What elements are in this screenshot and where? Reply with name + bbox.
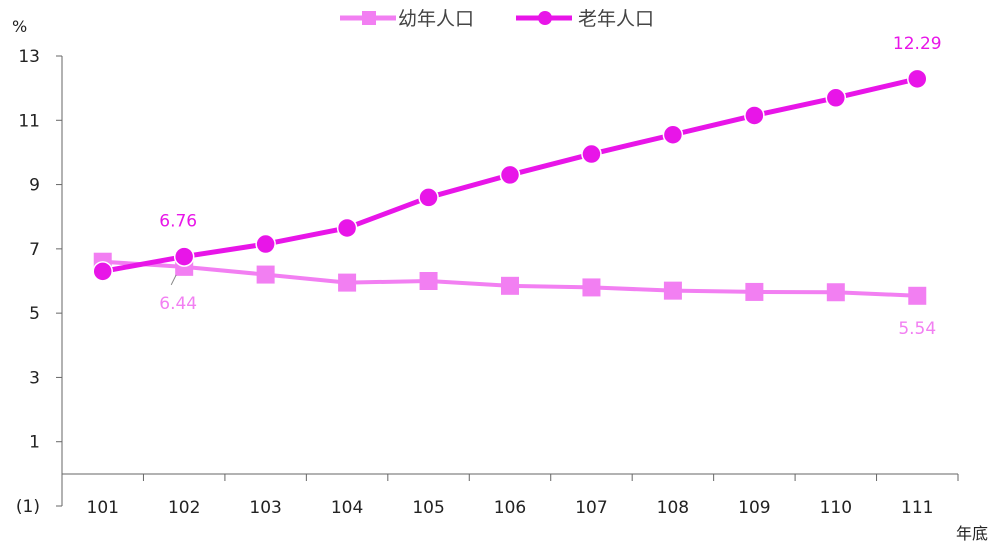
x-tick-label: 108: [657, 498, 689, 518]
data-labels: 6.76 6.44 12.29 5.54: [159, 34, 941, 339]
y-axis-unit: %: [12, 17, 27, 36]
y-tick-label: 7: [29, 240, 40, 260]
series-1-point: [908, 286, 927, 305]
legend-marker-square: [362, 11, 376, 25]
series-layer: [92, 68, 928, 305]
series-2-point: [744, 105, 765, 126]
x-tick-label: 105: [412, 498, 444, 518]
series-2-point: [581, 143, 602, 165]
series-1-point: [582, 278, 601, 297]
series-2-point: [418, 187, 439, 208]
x-tick-label: 101: [87, 498, 119, 518]
x-tick-label: 107: [575, 498, 607, 518]
x-tick-label: 103: [249, 498, 281, 518]
y-tick-label: 3: [29, 368, 40, 388]
series-2-point: [907, 68, 928, 90]
y-tick-label: 9: [29, 176, 40, 196]
y-tick-label: 5: [29, 304, 40, 324]
series-1-point: [745, 282, 764, 301]
x-tick-label: 109: [738, 498, 770, 518]
legend-marker-circle: [538, 11, 552, 25]
x-tick-label: 110: [820, 498, 852, 518]
x-tick-label: 102: [168, 498, 200, 518]
legend: 幼年人口 老年人口: [340, 8, 654, 30]
y-tick-label: 1: [29, 433, 40, 453]
series-1-point: [338, 273, 357, 292]
x-tick-label: 104: [331, 498, 363, 518]
series-1-point: [663, 281, 682, 300]
series-2-point: [499, 164, 521, 186]
series-1-point: [826, 283, 845, 302]
y-tick-label: 13: [18, 47, 40, 67]
data-label: 6.44: [159, 294, 197, 314]
series-2-point: [255, 233, 276, 255]
series-2-point: [173, 246, 195, 267]
series-1-point: [501, 276, 519, 295]
y-tick-label: 11: [18, 111, 40, 131]
data-label-leader-line: [170, 274, 177, 286]
x-tick-label: 106: [494, 498, 526, 518]
series-2-point: [336, 217, 358, 239]
data-label: 6.76: [159, 212, 197, 232]
series-1-point: [256, 265, 275, 284]
data-label: 12.29: [893, 34, 942, 54]
legend-label-2: 老年人口: [578, 8, 654, 30]
data-label: 5.54: [898, 319, 936, 339]
y-tick-label: (1): [16, 497, 40, 517]
series-1-point: [419, 272, 438, 290]
legend-label-1: 幼年人口: [398, 8, 474, 30]
x-tick-label: 111: [901, 498, 933, 518]
x-axis-label: 年底: [956, 524, 988, 543]
series-2-point: [662, 124, 684, 145]
series-2-point: [825, 87, 847, 109]
series-2-point: [92, 261, 113, 282]
